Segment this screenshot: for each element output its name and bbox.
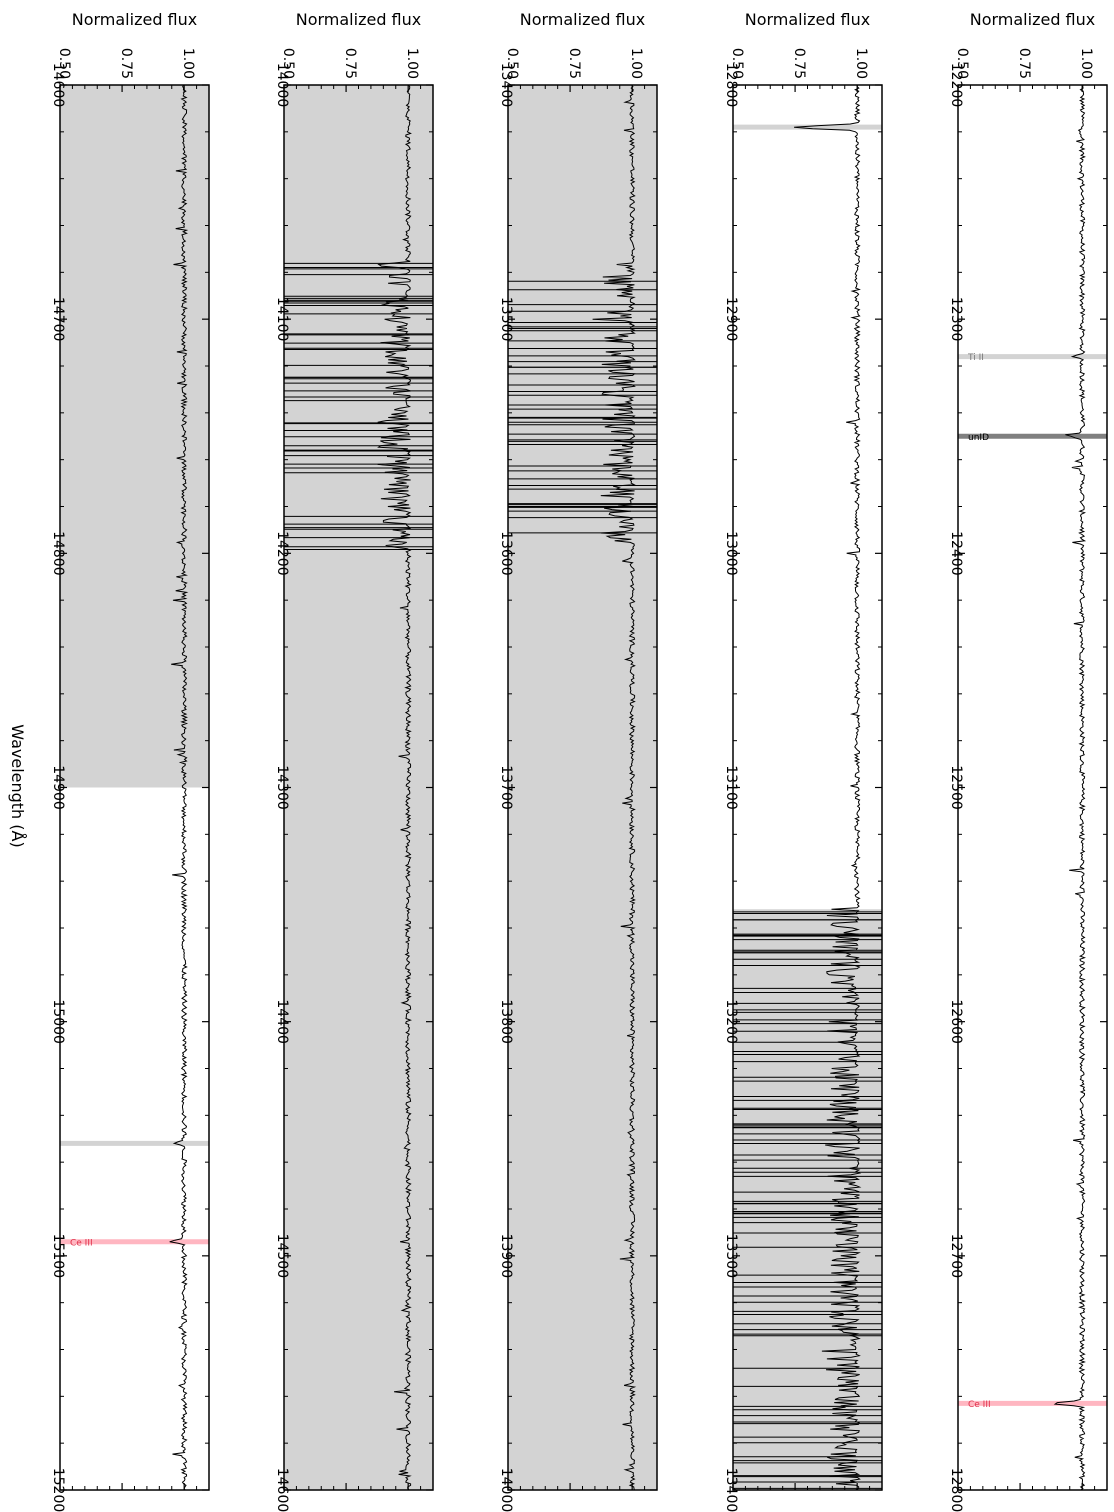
- y-axis-label: Normalized flux: [296, 10, 422, 29]
- x-tick-label: 14000: [274, 63, 290, 108]
- y-tick-label: 0.50: [729, 48, 745, 79]
- y-tick-label: 0.75: [118, 48, 134, 79]
- y-tick-label: 0.75: [791, 48, 807, 79]
- x-tick-label: 14700: [50, 297, 66, 342]
- x-tick-label: 14800: [50, 531, 66, 576]
- y-tick-label: 0.50: [280, 48, 296, 79]
- y-tick-label: 0.75: [1016, 48, 1032, 79]
- x-tick-label: 13800: [498, 999, 514, 1044]
- x-tick-label: 14000: [498, 1468, 514, 1512]
- x-tick-label: 12800: [723, 63, 739, 108]
- y-tick-label: 1.00: [853, 48, 869, 79]
- plot-frame: [957, 84, 1108, 1491]
- shaded-region: [508, 85, 657, 1490]
- spectrum-line: [794, 84, 862, 1491]
- line-marker-label: Ce III: [968, 1400, 991, 1410]
- x-tick-label: 12600: [948, 999, 964, 1044]
- spectrum-panel: Ti II unID Ce III 12200 12300 12400 12500 12600…: [948, 10, 1108, 1512]
- x-tick-label: 13600: [498, 531, 514, 576]
- x-tick-label: 13700: [498, 765, 514, 810]
- y-tick-label: 1.00: [1078, 48, 1094, 79]
- spectrum-line: [1053, 84, 1087, 1491]
- x-tick-label: 15200: [50, 1468, 66, 1512]
- spectrum-panel: 13400 13500 13600 13700 13800 13900 14000 0.50 0…: [498, 10, 658, 1512]
- x-tick-label: 12900: [723, 297, 739, 342]
- y-axis-label: Normalized flux: [72, 10, 198, 29]
- line-marker-label: Ce III: [70, 1238, 93, 1248]
- y-tick-label: 1.00: [404, 48, 420, 79]
- y-tick-label: 0.50: [56, 48, 72, 79]
- x-tick-label: 14400: [274, 999, 290, 1044]
- spectrum-panel: 12800 12900 13000 13100 13200 13300 13400 0.50 0…: [723, 10, 883, 1512]
- line-marker-label: unID: [968, 433, 989, 443]
- line-marker-label: Ti II: [967, 353, 984, 363]
- spectrum-line: [592, 84, 637, 1491]
- x-tick-label: 13900: [498, 1234, 514, 1279]
- x-tick-label: 13200: [723, 999, 739, 1044]
- y-tick-label: 0.50: [504, 48, 520, 79]
- x-tick-label: 13000: [723, 531, 739, 576]
- x-tick-label: 14200: [274, 531, 290, 576]
- x-tick-label: 14500: [274, 1234, 290, 1279]
- x-tick-label: 12700: [948, 1234, 964, 1279]
- x-tick-label: 14100: [274, 297, 290, 342]
- y-axis-label: Normalized flux: [745, 10, 871, 29]
- x-tick-label: 13300: [723, 1234, 739, 1279]
- spectrum-panel: 14000 14100 14200 14300 14400 14500 14600 0.50 0…: [274, 10, 434, 1512]
- spectrum-line: [377, 84, 412, 1491]
- x-tick-label: 12800: [948, 1468, 964, 1512]
- y-axis-label: Normalized flux: [970, 10, 1096, 29]
- spectrum-panels: Ti II unID Ce III 12200 12300 12400 12500 12600…: [50, 10, 1108, 1512]
- y-axis-label: Normalized flux: [520, 10, 646, 29]
- x-tick-label: 15000: [50, 999, 66, 1044]
- x-tick-label: 14900: [50, 765, 66, 810]
- x-tick-label: 13500: [498, 297, 514, 342]
- x-tick-label: 13400: [498, 63, 514, 108]
- y-tick-label: 0.75: [342, 48, 358, 79]
- spectrum-line: [169, 84, 189, 1491]
- x-axis-label: Wavelength (Å): [8, 724, 27, 847]
- x-tick-label: 12400: [948, 531, 964, 576]
- y-tick-label: 1.00: [180, 48, 196, 79]
- x-tick-label: 14600: [274, 1468, 290, 1512]
- x-tick-label: 13100: [723, 765, 739, 810]
- x-tick-label: 12300: [948, 297, 964, 342]
- x-tick-label: 14300: [274, 765, 290, 810]
- x-tick-label: 13400: [723, 1468, 739, 1512]
- y-tick-label: 0.75: [566, 48, 582, 79]
- shaded-region: [60, 85, 209, 788]
- x-tick-label: 15100: [50, 1234, 66, 1279]
- y-tick-label: 0.50: [954, 48, 970, 79]
- shaded-region: [733, 909, 882, 1490]
- x-tick-label: 14600: [50, 63, 66, 108]
- spectrum-panel: Ce III 14600 14700 14800 14900 15000 15100 1520…: [50, 10, 210, 1512]
- x-tick-label: 12200: [948, 63, 964, 108]
- y-tick-label: 1.00: [628, 48, 644, 79]
- x-tick-label: 12500: [948, 765, 964, 810]
